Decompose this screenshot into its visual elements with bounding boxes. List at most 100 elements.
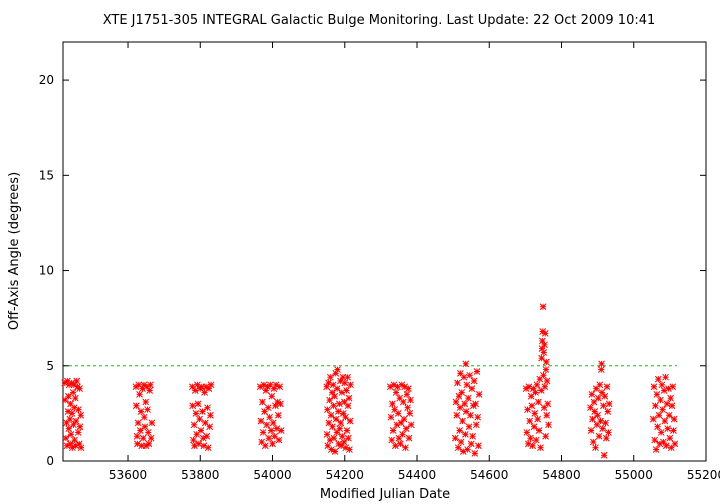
data-point — [536, 375, 544, 383]
data-point — [467, 411, 474, 419]
data-point — [528, 402, 536, 410]
data-point — [668, 402, 676, 410]
data-point — [147, 434, 155, 442]
data-point — [340, 438, 348, 446]
y-axis-label: Off-Axis Angle (degrees) — [7, 172, 22, 330]
data-point — [530, 423, 538, 431]
data-point — [343, 387, 350, 394]
data-point — [454, 379, 461, 387]
data-point — [76, 423, 84, 431]
data-point — [475, 442, 482, 450]
data-point — [535, 398, 542, 406]
data-point — [327, 411, 335, 419]
data-point — [464, 394, 472, 402]
data-point — [461, 400, 469, 408]
data-point — [523, 429, 531, 436]
data-point — [344, 402, 352, 410]
data-point — [533, 381, 541, 389]
data-point — [191, 387, 199, 394]
data-point — [345, 394, 353, 402]
data-point — [466, 371, 474, 379]
data-point — [657, 396, 664, 404]
data-point — [600, 402, 607, 410]
data-point — [387, 413, 395, 421]
data-point — [392, 389, 400, 396]
data-point — [667, 394, 674, 402]
data-point — [346, 417, 354, 425]
data-point — [326, 373, 334, 381]
x-tick-label: 54600 — [470, 468, 508, 482]
data-point — [133, 432, 141, 440]
data-point — [189, 402, 197, 410]
data-point — [274, 411, 282, 419]
data-point — [464, 446, 471, 453]
data-point — [473, 368, 481, 375]
data-point — [391, 442, 399, 450]
data-point — [601, 392, 609, 400]
data-point — [454, 444, 462, 452]
data-point — [144, 429, 152, 436]
data-point — [660, 387, 668, 394]
data-point — [330, 434, 338, 442]
data-point — [405, 434, 413, 442]
data-point — [467, 440, 475, 448]
data-point — [602, 419, 609, 427]
data-point — [342, 413, 349, 421]
data-point — [599, 425, 607, 432]
data-point — [75, 406, 82, 413]
data-point — [654, 375, 662, 383]
data-point — [455, 392, 463, 400]
data-point — [670, 415, 678, 423]
data-point — [665, 411, 673, 419]
data-point — [658, 381, 666, 389]
data-point — [132, 402, 140, 410]
data-point — [399, 430, 406, 438]
data-point — [457, 438, 465, 446]
data-point — [526, 417, 534, 425]
data-point — [195, 440, 203, 448]
data-point — [596, 381, 604, 389]
data-point — [591, 408, 599, 415]
data-point — [136, 427, 144, 434]
data-point — [527, 434, 534, 442]
data-point — [267, 427, 275, 434]
y-tick-label: 10 — [39, 264, 54, 278]
data-point — [542, 358, 550, 366]
data-point — [134, 419, 142, 427]
data-point — [334, 408, 342, 415]
data-point — [394, 410, 402, 417]
data-point — [266, 413, 273, 421]
data-point — [141, 423, 149, 431]
data-point — [259, 429, 267, 436]
data-point — [535, 427, 543, 434]
data-point — [602, 434, 610, 442]
data-point — [459, 417, 466, 425]
x-tick-label: 53600 — [109, 468, 147, 482]
data-point — [407, 396, 414, 404]
data-point — [649, 415, 657, 423]
data-point — [463, 381, 471, 389]
data-point — [532, 436, 540, 444]
data-point — [333, 385, 341, 392]
y-tick-label: 15 — [39, 168, 54, 182]
data-point — [277, 400, 284, 408]
data-point — [77, 444, 85, 452]
data-point — [65, 392, 72, 400]
data-point — [538, 354, 545, 362]
data-point — [587, 427, 595, 434]
data-point — [452, 398, 460, 406]
data-point — [144, 406, 151, 413]
x-tick-label: 54800 — [542, 468, 580, 482]
data-point — [142, 398, 150, 406]
data-point — [540, 349, 548, 356]
data-point — [529, 442, 536, 450]
data-point — [188, 383, 196, 391]
data-point — [334, 366, 341, 373]
data-point — [603, 383, 611, 391]
data-point — [545, 421, 552, 429]
data-point — [460, 373, 468, 381]
data-point — [192, 410, 200, 417]
axis-ticks: 53600 53800 54000 54200 54400 54600 54800 55000… — [39, 42, 720, 482]
